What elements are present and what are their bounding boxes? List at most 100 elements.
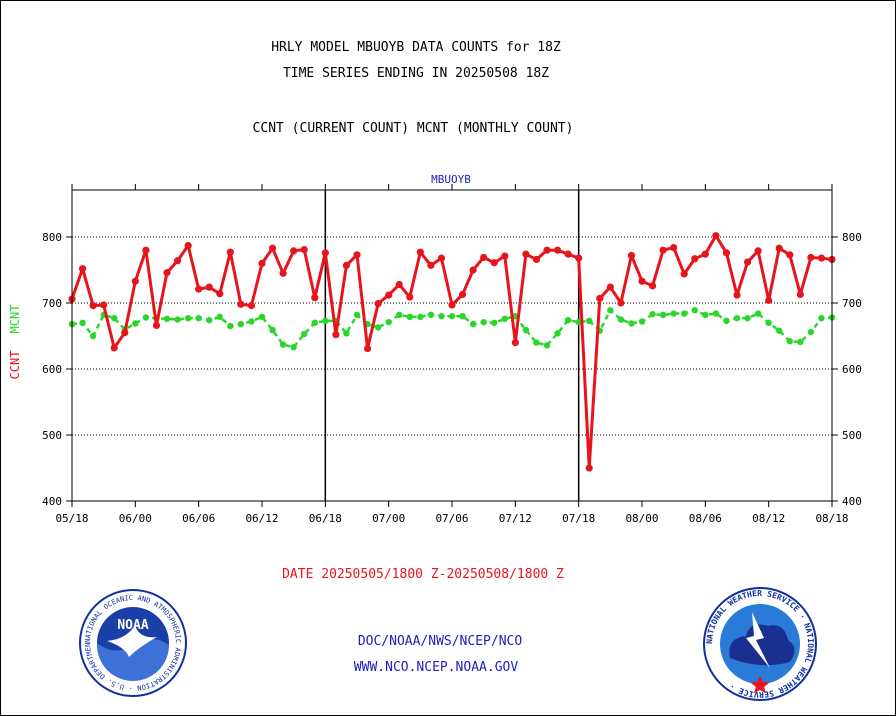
- data-point-mcnt: [744, 314, 751, 322]
- data-point-ccnt: [247, 302, 256, 310]
- data-point-mcnt: [733, 314, 741, 322]
- data-point-mcnt: [681, 310, 688, 317]
- noaa-logo-text: NOAA: [117, 618, 148, 633]
- chart-title-line-2: TIME SERIES ENDING IN 20250508 18Z: [283, 66, 549, 81]
- series-line-ccnt: [70, 234, 833, 470]
- data-point-mcnt: [438, 313, 445, 320]
- y-tick-label-right: 800: [842, 231, 862, 244]
- y-axis-label-mcnt: MCNT: [8, 305, 22, 334]
- data-point-mcnt: [79, 319, 86, 326]
- data-point-mcnt: [206, 316, 213, 324]
- data-point-ccnt: [205, 283, 213, 291]
- data-point-ccnt: [395, 280, 403, 289]
- data-point-ccnt: [385, 291, 393, 299]
- data-point-mcnt: [469, 320, 477, 328]
- chart-title-line-3: CCNT (CURRENT COUNT) MCNT (MONTHLY COUNT…: [253, 121, 574, 136]
- website-link[interactable]: WWW.NCO.NCEP.NOAA.GOV: [354, 660, 519, 675]
- data-point-ccnt: [268, 244, 277, 252]
- data-point-ccnt: [807, 253, 815, 262]
- data-point-mcnt: [754, 310, 762, 317]
- data-point-ccnt: [553, 246, 562, 254]
- data-point-ccnt: [437, 254, 446, 262]
- data-point-mcnt: [237, 320, 245, 328]
- data-point-ccnt: [596, 294, 604, 302]
- y-tick-label-right: 500: [842, 429, 862, 442]
- data-point-mcnt: [659, 311, 667, 319]
- data-point-ccnt: [332, 331, 340, 339]
- data-point-mcnt: [702, 311, 709, 319]
- data-point-ccnt: [311, 294, 319, 302]
- data-point-mcnt: [301, 330, 308, 338]
- data-point-ccnt: [786, 251, 794, 259]
- x-tick-label: 07/06: [435, 512, 468, 525]
- data-point-mcnt: [322, 317, 329, 325]
- data-point-mcnt: [269, 326, 276, 334]
- x-tick-label: 06/06: [182, 512, 215, 525]
- x-tick-label: 08/18: [815, 512, 848, 525]
- data-point-mcnt: [184, 314, 192, 322]
- data-point-ccnt: [733, 291, 741, 299]
- grid-layer: [72, 190, 832, 501]
- axis-layer: 400 400 500 500 600 600 700 700 800 800 05/18 06/00…: [42, 184, 862, 525]
- data-point-ccnt: [152, 321, 161, 330]
- data-point-ccnt: [543, 246, 551, 254]
- data-point-ccnt: [279, 269, 287, 277]
- data-point-ccnt: [416, 248, 424, 256]
- data-point-ccnt: [775, 244, 783, 252]
- data-point-ccnt: [765, 296, 773, 304]
- data-point-ccnt: [511, 339, 519, 347]
- data-point-mcnt: [258, 313, 266, 321]
- data-point-ccnt: [342, 261, 351, 269]
- data-point-mcnt: [385, 318, 392, 326]
- data-point-mcnt: [174, 316, 181, 323]
- data-point-mcnt: [163, 315, 171, 323]
- data-point-mcnt: [818, 314, 825, 322]
- data-point-ccnt: [216, 290, 224, 298]
- data-point-ccnt: [353, 251, 361, 259]
- x-tick-label: 08/00: [625, 512, 658, 525]
- y-tick-label-left: 600: [42, 363, 62, 376]
- data-point-ccnt: [606, 283, 614, 291]
- date-range-label: DATE 20250505/1800 Z-20250508/1800 Z: [282, 567, 564, 582]
- data-point-mcnt: [248, 318, 255, 325]
- data-point-mcnt: [723, 317, 730, 325]
- data-point-ccnt: [585, 464, 593, 472]
- data-point-mcnt: [480, 318, 487, 326]
- data-point-mcnt: [111, 314, 118, 322]
- data-point-mcnt: [712, 310, 720, 317]
- data-point-ccnt: [743, 258, 752, 266]
- data-point-ccnt: [195, 285, 203, 293]
- x-tick-label: 07/12: [499, 512, 532, 525]
- x-tick-label: 07/18: [562, 512, 595, 525]
- data-point-mcnt: [396, 311, 403, 319]
- data-point-ccnt: [564, 250, 572, 258]
- data-point-ccnt: [142, 246, 150, 254]
- data-point-mcnt: [417, 313, 424, 321]
- y-axis-label-ccnt: CCNT: [8, 351, 22, 380]
- data-point-ccnt: [522, 250, 530, 258]
- data-point-ccnt: [627, 251, 636, 260]
- y-tick-label-left: 500: [42, 429, 62, 442]
- nws-logo: NATIONAL WEATHER SERVICE · NATIONAL WEAT…: [703, 587, 817, 701]
- data-point-mcnt: [227, 322, 234, 330]
- data-point-ccnt: [163, 269, 171, 277]
- data-point-mcnt: [501, 315, 508, 323]
- data-point-mcnt: [290, 344, 297, 351]
- data-point-ccnt: [258, 259, 266, 267]
- data-point-ccnt: [532, 255, 541, 264]
- data-point-mcnt: [607, 307, 614, 314]
- data-point-mcnt: [786, 338, 793, 345]
- data-point-ccnt: [406, 293, 414, 301]
- data-point-ccnt: [638, 277, 646, 285]
- data-point-mcnt: [216, 313, 223, 321]
- data-point-mcnt: [670, 310, 677, 317]
- data-point-ccnt: [131, 277, 139, 285]
- data-point-mcnt: [649, 311, 656, 318]
- data-point-ccnt: [374, 300, 382, 308]
- data-point-ccnt: [754, 247, 762, 255]
- data-point-mcnt: [195, 314, 202, 322]
- data-point-ccnt: [78, 265, 87, 273]
- y-tick-label-left: 800: [42, 231, 62, 244]
- noaa-logo: NOAA NATIONAL OCEANIC AND ATMOSPHERIC AD…: [79, 589, 187, 697]
